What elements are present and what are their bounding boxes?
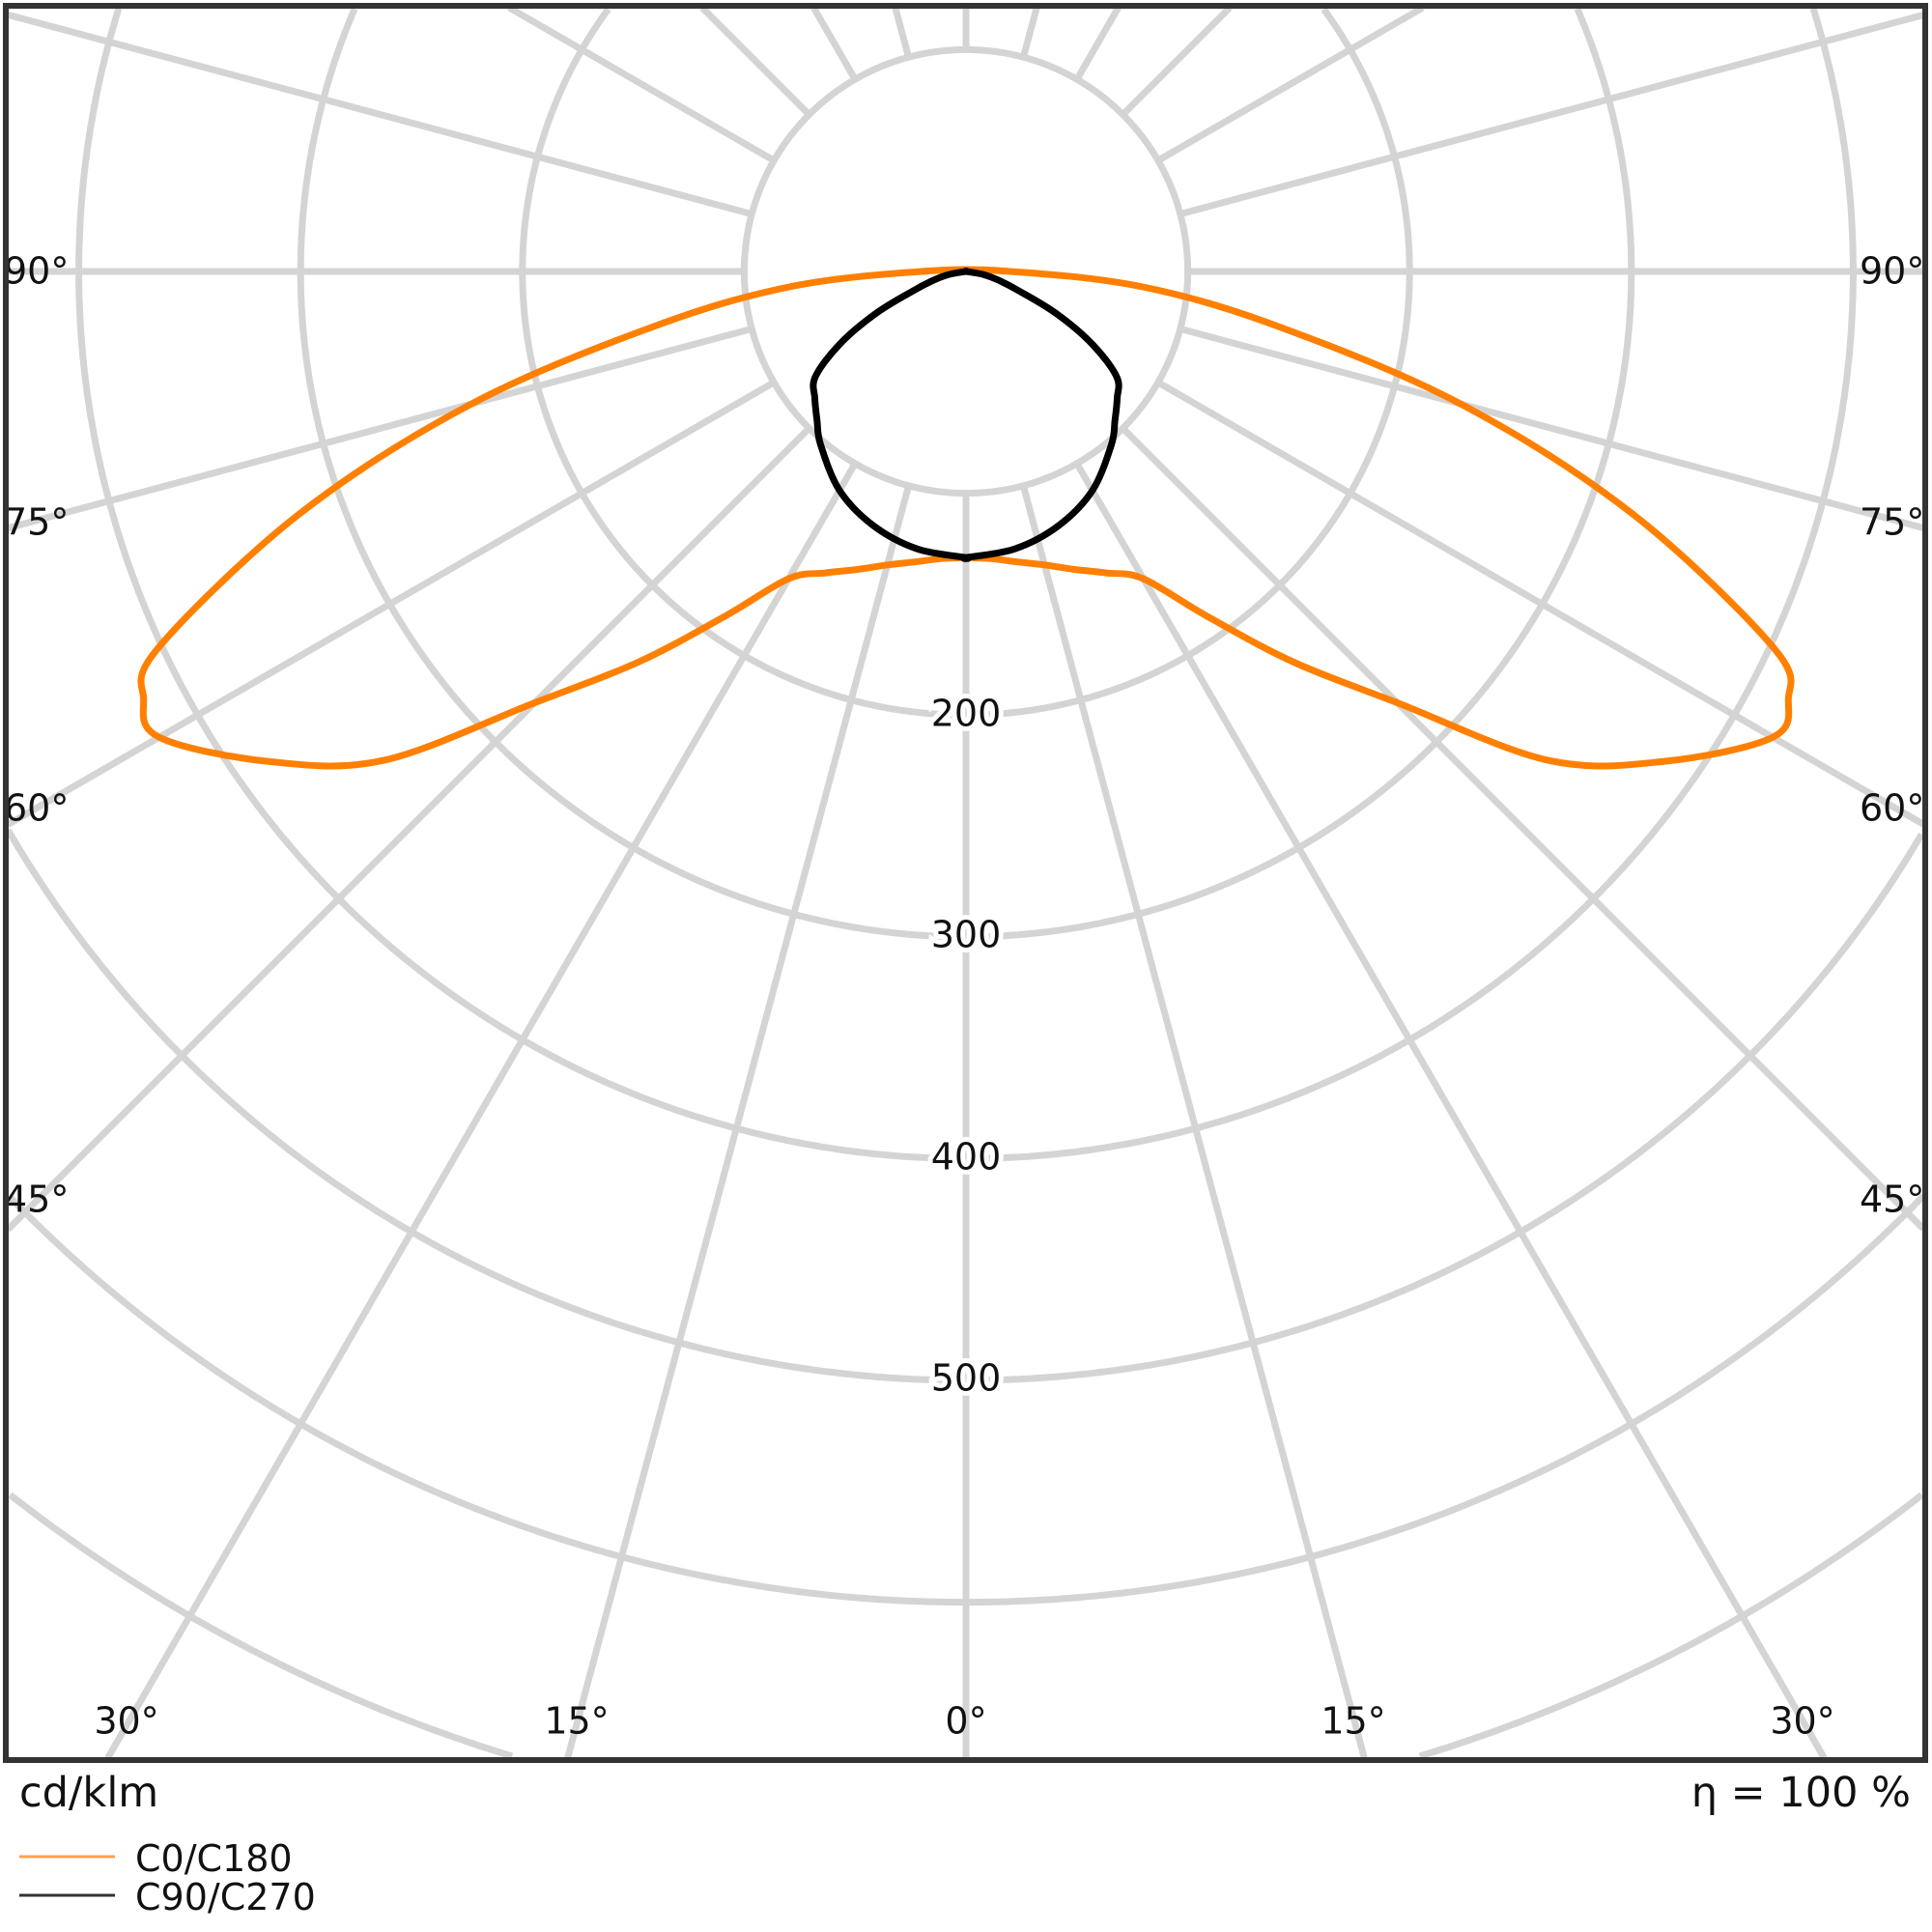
grid-spoke	[1020, 8, 1040, 59]
grid-spoke	[1073, 462, 1828, 1758]
angle-label-bottom: 30°	[94, 1700, 158, 1743]
angle-label-right: 90°	[1860, 250, 1924, 293]
angle-label-left: 90°	[4, 250, 69, 293]
curves	[137, 266, 1795, 770]
radial-tick-label: 300	[931, 914, 1002, 956]
grid-spoke	[564, 484, 912, 1758]
grid-spoke	[810, 8, 859, 81]
angle-label-bottom: 30°	[1770, 1700, 1834, 1743]
grid-spoke	[1073, 8, 1122, 81]
radial-tick-label: 500	[931, 1357, 1002, 1400]
legend-label: C90/C270	[135, 1876, 316, 1918]
grid-spoke	[1179, 12, 1923, 217]
angle-label-bottom: 15°	[1321, 1700, 1385, 1743]
legend-label: C0/C180	[135, 1837, 293, 1880]
grid-spoke	[1179, 326, 1923, 531]
angle-label-bottom: 15°	[544, 1700, 609, 1743]
angle-label-right: 75°	[1860, 501, 1924, 544]
grid-ring	[8, 1492, 1923, 1758]
radial-tick-label: 200	[931, 693, 1002, 735]
plot-frame	[3, 3, 1928, 1763]
grid-spoke	[507, 8, 776, 164]
series-curve-c0-c180	[137, 266, 1795, 770]
angle-label-right: 45°	[1860, 1179, 1924, 1221]
grid-spoke	[8, 425, 812, 1233]
grid-spoke	[8, 11, 753, 217]
grid-ring	[297, 8, 1635, 941]
grid-spoke	[1156, 379, 1923, 828]
radial-tick-label: 400	[931, 1136, 1002, 1179]
legend: C0/C180 C90/C270	[19, 1837, 316, 1918]
grid-spoke	[1120, 8, 1233, 118]
angle-label-left: 45°	[4, 1179, 69, 1221]
grid-spoke	[1020, 484, 1368, 1758]
efficiency-label: η = 100 %	[1691, 1769, 1911, 1817]
grid-spoke	[1156, 8, 1425, 164]
angle-label-left: 60°	[4, 787, 69, 830]
axis-labels: 200 300 400 500 90° 75° 60° 45° 90° 75° …	[4, 250, 1924, 1743]
angle-label-right: 60°	[1860, 787, 1924, 830]
angle-label-left: 75°	[4, 501, 69, 544]
series-curve-c90-c270	[810, 268, 1122, 562]
grid-spoke	[8, 326, 753, 532]
angle-label-bottom: 0°	[945, 1700, 986, 1743]
grid-spoke	[699, 8, 812, 118]
grid-spoke	[8, 379, 776, 828]
grid-spoke	[104, 462, 859, 1758]
grid-spoke	[1120, 425, 1923, 1232]
grid-spoke	[892, 8, 912, 59]
unit-label: cd/klm	[19, 1769, 158, 1817]
